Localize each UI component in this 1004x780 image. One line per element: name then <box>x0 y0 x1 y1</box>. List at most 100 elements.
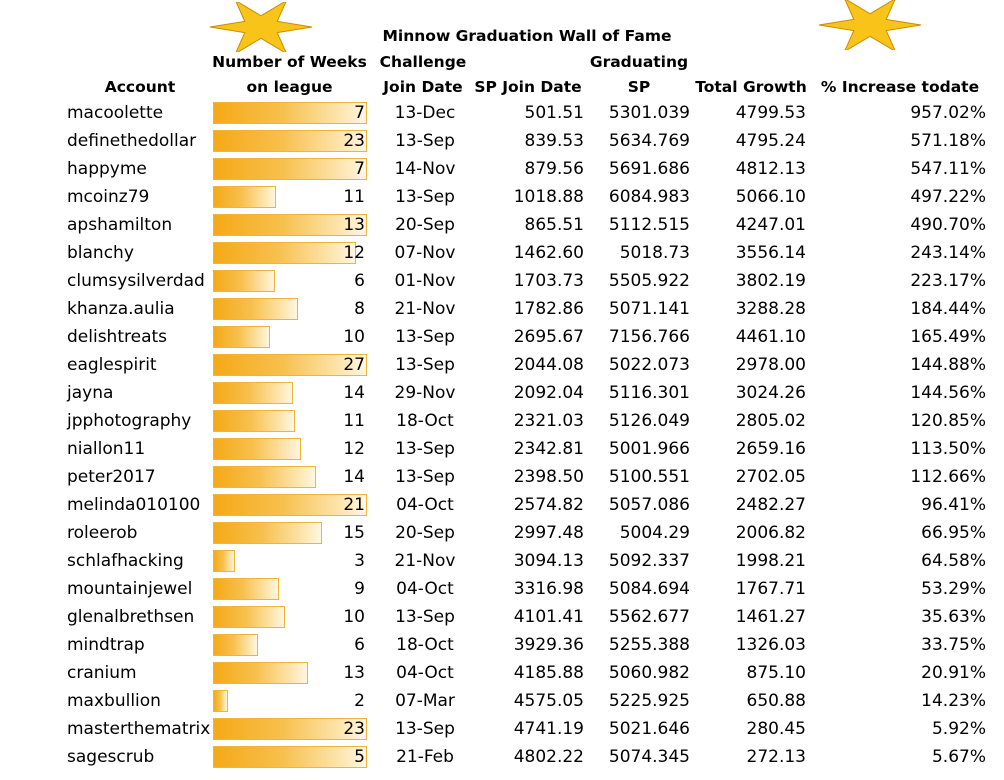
weeks-bar <box>213 494 367 516</box>
graduating-sp-cell: 5112.515 <box>608 215 690 235</box>
weeks-bar <box>213 690 228 712</box>
sp-join-cell: 839.53 <box>524 131 584 151</box>
graduating-sp-cell: 5060.982 <box>608 663 690 683</box>
weeks-bar <box>213 298 298 320</box>
weeks-cell: 14 <box>343 383 365 403</box>
increase-cell: 497.22% <box>910 187 986 207</box>
sp-join-cell: 879.56 <box>524 159 584 179</box>
account-cell: delishtreats <box>67 327 168 347</box>
graduating-sp-cell: 5126.049 <box>608 411 690 431</box>
challenge-join-cell: 21-Nov <box>394 551 456 571</box>
weeks-bar <box>213 382 293 404</box>
sp-join-cell: 501.51 <box>524 103 584 123</box>
increase-cell: 571.18% <box>910 131 986 151</box>
weeks-bar <box>213 270 275 292</box>
table-row: cranium 13 04-Oct 4185.88 5060.982 875.10 20.9… <box>0 659 1004 687</box>
challenge-join-cell: 21-Feb <box>396 747 454 767</box>
weeks-cell: 6 <box>354 271 365 291</box>
table-row: glenalbrethsen 10 13-Sep 4101.41 5562.677 146… <box>0 603 1004 631</box>
table-row: maxbullion 2 07-Mar 4575.05 5225.925 650.88 14… <box>0 687 1004 715</box>
graduating-sp-cell: 5057.086 <box>608 495 690 515</box>
graduating-sp-cell: 5301.039 <box>608 103 690 123</box>
sp-join-cell: 2092.04 <box>513 383 584 403</box>
increase-cell: 35.63% <box>921 607 986 627</box>
weeks-bar <box>213 438 301 460</box>
total-growth-cell: 3024.26 <box>735 383 806 403</box>
total-growth-cell: 2482.27 <box>735 495 806 515</box>
sp-join-cell: 2574.82 <box>513 495 584 515</box>
challenge-join-cell: 20-Sep <box>395 215 455 235</box>
weeks-cell: 27 <box>343 355 365 375</box>
graduating-sp-cell: 5562.677 <box>608 607 690 627</box>
graduating-sp-cell: 5255.388 <box>608 635 690 655</box>
table-row: mcoinz79 11 13-Sep 1018.88 6084.983 5066.10 49… <box>0 183 1004 211</box>
six-point-star-left-icon <box>209 2 313 52</box>
weeks-cell: 9 <box>354 579 365 599</box>
weeks-bar <box>213 466 316 488</box>
weeks-bar <box>213 186 276 208</box>
header-account: Account <box>104 78 176 96</box>
graduating-sp-cell: 5116.301 <box>608 383 690 403</box>
increase-cell: 144.56% <box>910 383 986 403</box>
total-growth-cell: 1461.27 <box>735 607 806 627</box>
challenge-join-cell: 13-Sep <box>395 187 455 207</box>
total-growth-cell: 1998.21 <box>735 551 806 571</box>
increase-cell: 547.11% <box>910 159 986 179</box>
total-growth-cell: 650.88 <box>746 691 806 711</box>
increase-cell: 957.02% <box>910 103 986 123</box>
total-growth-cell: 4799.53 <box>735 103 806 123</box>
graduating-sp-cell: 5004.29 <box>619 523 690 543</box>
table-row: khanza.aulia 8 21-Nov 1782.86 5071.141 3288.2… <box>0 295 1004 323</box>
weeks-cell: 2 <box>354 691 365 711</box>
account-cell: definethedollar <box>67 131 197 151</box>
weeks-cell: 3 <box>354 551 365 571</box>
total-growth-cell: 272.13 <box>746 747 806 767</box>
table-row: jpphotography 11 18-Oct 2321.03 5126.049 2805… <box>0 407 1004 435</box>
weeks-bar <box>213 102 367 124</box>
sp-join-cell: 865.51 <box>524 215 584 235</box>
sp-join-cell: 2695.67 <box>513 327 584 347</box>
challenge-join-cell: 04-Oct <box>396 495 454 515</box>
weeks-cell: 23 <box>343 719 365 739</box>
weeks-bar <box>213 130 367 152</box>
graduating-sp-cell: 5001.966 <box>608 439 690 459</box>
challenge-join-cell: 18-Oct <box>396 411 454 431</box>
weeks-cell: 13 <box>343 663 365 683</box>
table-row: jayna 14 29-Nov 2092.04 5116.301 3024.26 144.5… <box>0 379 1004 407</box>
table-row: niallon11 12 13-Sep 2342.81 5001.966 2659.16 1… <box>0 435 1004 463</box>
sp-join-cell: 4802.22 <box>513 747 584 767</box>
account-cell: jayna <box>67 383 114 403</box>
account-cell: blanchy <box>67 243 134 263</box>
six-point-star-right-icon <box>818 0 922 50</box>
total-growth-cell: 4812.13 <box>735 159 806 179</box>
increase-cell: 165.49% <box>910 327 986 347</box>
total-growth-cell: 2978.00 <box>735 355 806 375</box>
challenge-join-cell: 29-Nov <box>394 383 456 403</box>
total-growth-cell: 5066.10 <box>735 187 806 207</box>
total-growth-cell: 4795.24 <box>735 131 806 151</box>
increase-cell: 5.67% <box>931 747 986 767</box>
account-cell: glenalbrethsen <box>67 607 195 627</box>
table-row: mountainjewel 9 04-Oct 3316.98 5084.694 1767.… <box>0 575 1004 603</box>
total-growth-cell: 1326.03 <box>735 635 806 655</box>
graduating-sp-cell: 5084.694 <box>608 579 690 599</box>
challenge-join-cell: 13-Sep <box>395 355 455 375</box>
total-growth-cell: 875.10 <box>746 663 806 683</box>
sp-join-cell: 3094.13 <box>513 551 584 571</box>
challenge-join-cell: 13-Dec <box>394 103 456 123</box>
total-growth-cell: 2805.02 <box>735 411 806 431</box>
increase-cell: 20.91% <box>921 663 986 683</box>
account-cell: schlafhacking <box>67 551 184 571</box>
weeks-cell: 23 <box>343 131 365 151</box>
increase-cell: 96.41% <box>921 495 986 515</box>
table-row: peter2017 14 13-Sep 2398.50 5100.551 2702.05 1… <box>0 463 1004 491</box>
sp-join-cell: 2044.08 <box>513 355 584 375</box>
table-row: definethedollar 23 13-Sep 839.53 5634.769 479… <box>0 127 1004 155</box>
challenge-join-cell: 13-Sep <box>395 327 455 347</box>
weeks-bar <box>213 326 270 348</box>
graduating-sp-cell: 5634.769 <box>608 131 690 151</box>
increase-cell: 5.92% <box>931 719 986 739</box>
table-row: blanchy 12 07-Nov 1462.60 5018.73 3556.14 243.… <box>0 239 1004 267</box>
account-cell: apshamilton <box>67 215 173 235</box>
table-row: delishtreats 10 13-Sep 2695.67 7156.766 4461.… <box>0 323 1004 351</box>
